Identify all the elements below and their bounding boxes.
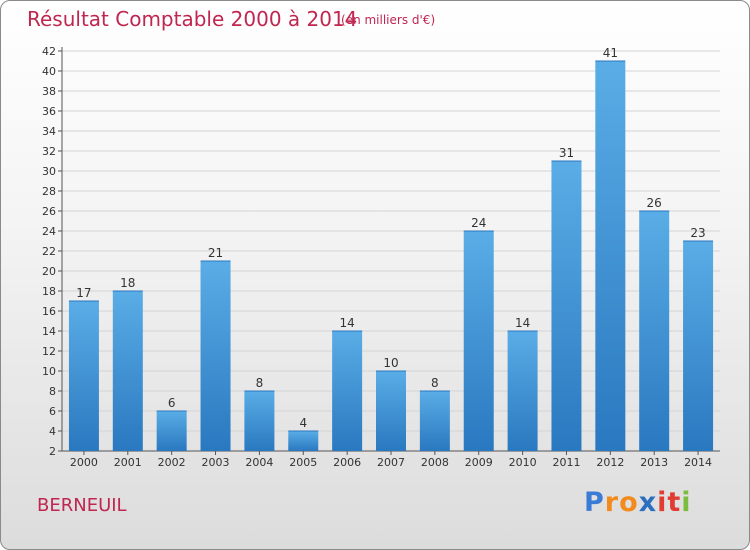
bar [244, 391, 275, 451]
x-tick-label: 2002 [158, 456, 186, 469]
logo-letter: i [681, 487, 692, 518]
x-tick-label: 2014 [684, 456, 712, 469]
x-tick-label: 2005 [289, 456, 317, 469]
y-tick-label: 28 [42, 185, 56, 198]
bar [68, 301, 99, 451]
bar-value-label: 14 [339, 316, 354, 330]
y-tick-label: 2 [49, 445, 56, 458]
bar-value-label: 8 [256, 376, 264, 390]
bar [376, 371, 406, 451]
bar-value-label: 6 [168, 396, 176, 410]
bar-value-label: 8 [431, 376, 439, 390]
logo-letter: P [584, 487, 605, 518]
bar-value-label: 10 [383, 356, 398, 370]
logo-letter: o [619, 487, 639, 518]
y-tick-label: 36 [42, 105, 56, 118]
bar-value-label: 41 [603, 46, 618, 60]
bar [200, 261, 231, 451]
y-tick-label: 38 [42, 85, 56, 98]
bar-value-label: 21 [208, 246, 223, 260]
bar [112, 291, 143, 451]
y-tick-label: 10 [42, 365, 56, 378]
x-tick-label: 2006 [333, 456, 361, 469]
y-tick-label: 18 [42, 285, 56, 298]
bar-value-label: 14 [515, 316, 530, 330]
x-tick-label: 2012 [596, 456, 624, 469]
logo-letter: r [604, 487, 620, 518]
y-tick-label: 20 [42, 265, 56, 278]
x-tick-label: 2008 [421, 456, 449, 469]
x-tick-label: 2011 [552, 456, 580, 469]
x-tick-label: 2013 [640, 456, 668, 469]
y-tick-label: 30 [42, 165, 56, 178]
logo-letter: i [657, 487, 668, 518]
bar-value-label: 23 [690, 226, 705, 240]
x-tick-label: 2004 [245, 456, 273, 469]
x-tick-label: 2000 [70, 456, 98, 469]
chart-title: Résultat Comptable 2000 à 2014 [27, 7, 358, 31]
x-tick-label: 2009 [465, 456, 493, 469]
y-tick-label: 32 [42, 145, 56, 158]
proxiti-logo[interactable]: Proxiti [584, 487, 692, 518]
bar [463, 231, 494, 451]
y-tick-label: 6 [49, 405, 56, 418]
x-tick-label: 2001 [114, 456, 142, 469]
y-tick-label: 34 [42, 125, 56, 138]
bar [156, 411, 187, 451]
bar [595, 61, 626, 451]
bar-value-label: 26 [647, 196, 662, 210]
y-tick-label: 14 [42, 325, 56, 338]
x-tick-label: 2007 [377, 456, 405, 469]
bar-value-label: 18 [120, 276, 135, 290]
bar [419, 391, 450, 451]
y-tick-label: 8 [49, 385, 56, 398]
bar [639, 211, 670, 451]
x-tick-label: 2003 [202, 456, 230, 469]
bar [332, 331, 363, 451]
y-tick-label: 40 [42, 65, 56, 78]
y-tick-label: 26 [42, 205, 56, 218]
bar-value-label: 31 [559, 146, 574, 160]
bar-value-label: 24 [471, 216, 486, 230]
logo-letter: x [638, 487, 658, 518]
bar [683, 241, 714, 451]
x-tick-label: 2010 [509, 456, 537, 469]
chart-subtitle: (en milliers d'€) [341, 13, 436, 27]
y-tick-label: 22 [42, 245, 56, 258]
logo-letter: t [667, 487, 682, 518]
y-tick-label: 24 [42, 225, 56, 238]
bars [68, 60, 714, 451]
bar [551, 161, 582, 451]
bar-value-label: 17 [76, 286, 91, 300]
bar [288, 431, 319, 451]
y-tick-label: 16 [42, 305, 56, 318]
y-tick-label: 4 [49, 425, 56, 438]
labels: 2468101214161820222426283032343638404217… [42, 45, 712, 469]
bar-value-label: 4 [299, 416, 307, 430]
bar [507, 331, 538, 451]
y-tick-label: 42 [42, 45, 56, 58]
town-name: BERNEUIL [37, 495, 127, 516]
y-tick-label: 12 [42, 345, 56, 358]
